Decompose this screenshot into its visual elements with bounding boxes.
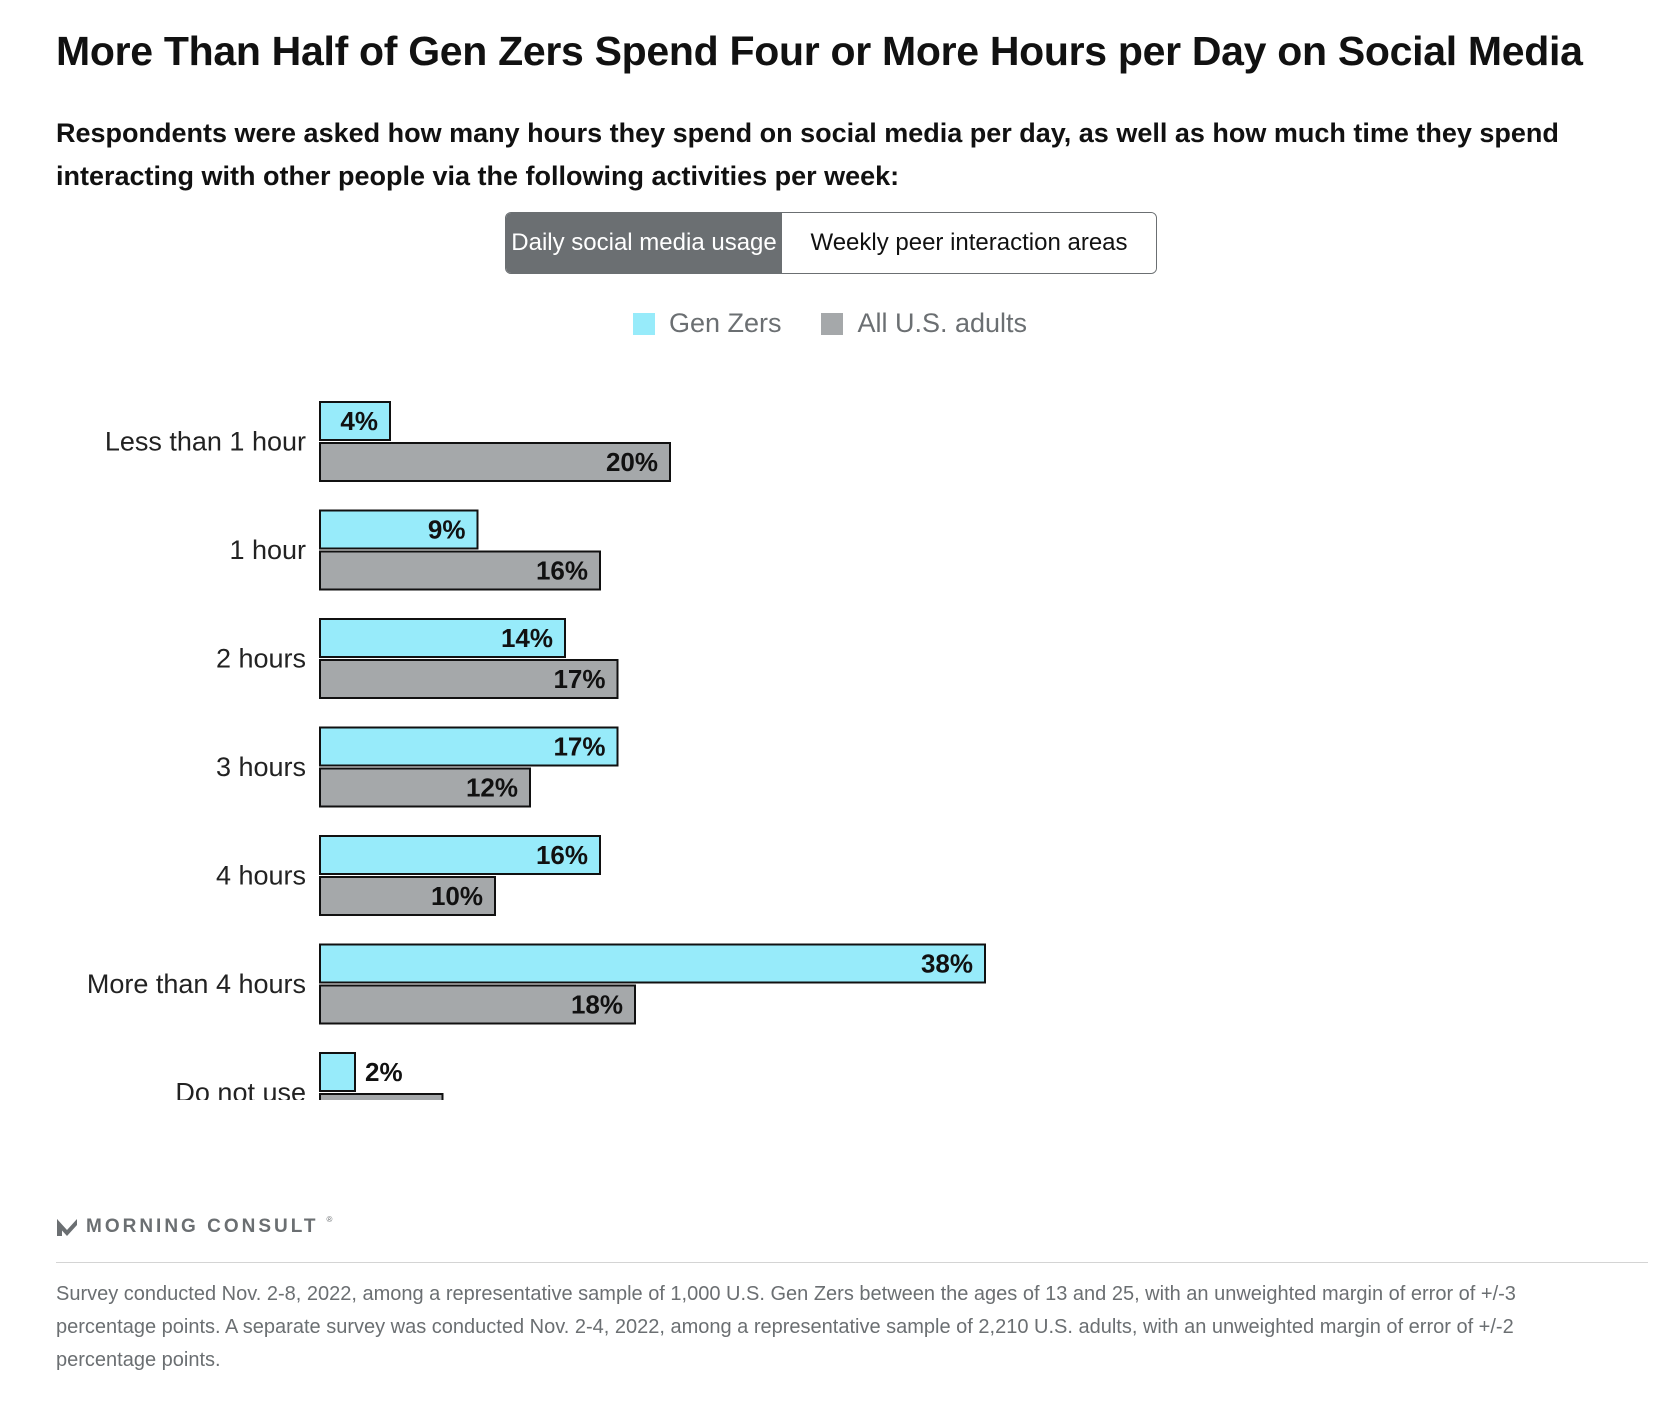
bar-all-u-s-adults-4-hours[interactable] (319, 876, 496, 916)
bar-chart: Less than 1 hour 4% 20% 1 hour 9% 16% 2 hours 1… (87, 401, 986, 1101)
legend-item-all-us-adults[interactable]: All U.S. adults (821, 308, 1027, 339)
chart-subtitle: Respondents were asked how many hours th… (56, 118, 1559, 191)
morning-consult-logo-icon (57, 1219, 77, 1236)
category-label-3-hours: 3 hours (216, 752, 306, 782)
brand-registered-mark: ® (326, 1214, 333, 1224)
bar-gen-zers-1-hour[interactable] (319, 509, 479, 550)
data-label-gen-zers-3-hours: 17% (553, 732, 605, 762)
legend-swatch-all-us-adults (821, 312, 844, 335)
category-label-more-than-4-hours: More than 4 hours (87, 969, 306, 999)
bar-gen-zers-4-hours[interactable] (319, 835, 601, 875)
chart-legend: Gen Zers All U.S. adults (0, 308, 1660, 339)
legend-swatch-gen-zers (632, 312, 655, 335)
data-label-all-u-s-adults-4-hours: 10% (431, 881, 483, 911)
bar-gen-zers-3-hours[interactable] (319, 726, 619, 767)
data-label-gen-zers-4-hours: 16% (536, 840, 588, 870)
bar-all-u-s-adults-3-hours[interactable] (319, 767, 531, 808)
tab-daily-social-media-usage[interactable]: Daily social media usage (506, 213, 782, 273)
legend-item-gen-zers[interactable]: Gen Zers (632, 308, 782, 339)
bar-all-u-s-adults-less-than-1-hour[interactable] (319, 442, 671, 482)
bar-all-u-s-adults-do-not-use[interactable] (319, 1093, 444, 1100)
bar-all-u-s-adults-more-than-4-hours[interactable] (319, 984, 636, 1025)
data-label-gen-zers-do-not-use: 2% (365, 1057, 403, 1087)
data-label-gen-zers-less-than-1-hour: 4% (340, 406, 378, 436)
survey-footnote: Survey conducted Nov. 2-8, 2022, among a… (56, 1283, 1516, 1371)
brand-logo: MORNING CONSULT ® (56, 1214, 333, 1238)
category-label-less-than-1-hour: Less than 1 hour (105, 427, 306, 457)
bar-all-u-s-adults-1-hour[interactable] (319, 550, 601, 591)
bar-all-u-s-adults-2-hours[interactable] (319, 659, 619, 699)
brand-name: MORNING CONSULT (86, 1216, 319, 1237)
data-label-all-u-s-adults-1-hour: 16% (536, 556, 588, 586)
bar-gen-zers-more-than-4-hours[interactable] (319, 943, 986, 984)
category-label-4-hours: 4 hours (216, 861, 306, 891)
category-label-do-not-use: Do not use (175, 1078, 306, 1101)
legend-label-gen-zers: Gen Zers (668, 308, 782, 338)
data-label-gen-zers-2-hours: 14% (501, 623, 553, 653)
chart-title: More Than Half of Gen Zers Spend Four or… (56, 28, 1583, 74)
data-label-all-u-s-adults-less-than-1-hour: 20% (606, 447, 658, 477)
category-label-1-hour: 1 hour (229, 535, 306, 565)
bar-gen-zers-less-than-1-hour[interactable] (319, 401, 391, 441)
data-label-all-u-s-adults-more-than-4-hours: 18% (571, 990, 623, 1020)
tab-weekly-peer-interaction-areas[interactable]: Weekly peer interaction areas (782, 213, 1156, 273)
data-label-all-u-s-adults-2-hours: 17% (553, 664, 605, 694)
view-toggle: Daily social media usage Weekly peer int… (505, 212, 1157, 274)
bar-gen-zers-do-not-use[interactable] (319, 1052, 356, 1092)
footer-divider (56, 1262, 1648, 1263)
data-label-all-u-s-adults-3-hours: 12% (466, 773, 518, 803)
data-label-gen-zers-more-than-4-hours: 38% (921, 949, 973, 979)
legend-label-all-us-adults: All U.S. adults (857, 308, 1028, 338)
bar-gen-zers-2-hours[interactable] (319, 618, 566, 658)
category-label-2-hours: 2 hours (216, 644, 306, 674)
data-label-gen-zers-1-hour: 9% (428, 515, 466, 545)
data-label-all-u-s-adults-do-not-use: 7% (393, 1098, 431, 1100)
